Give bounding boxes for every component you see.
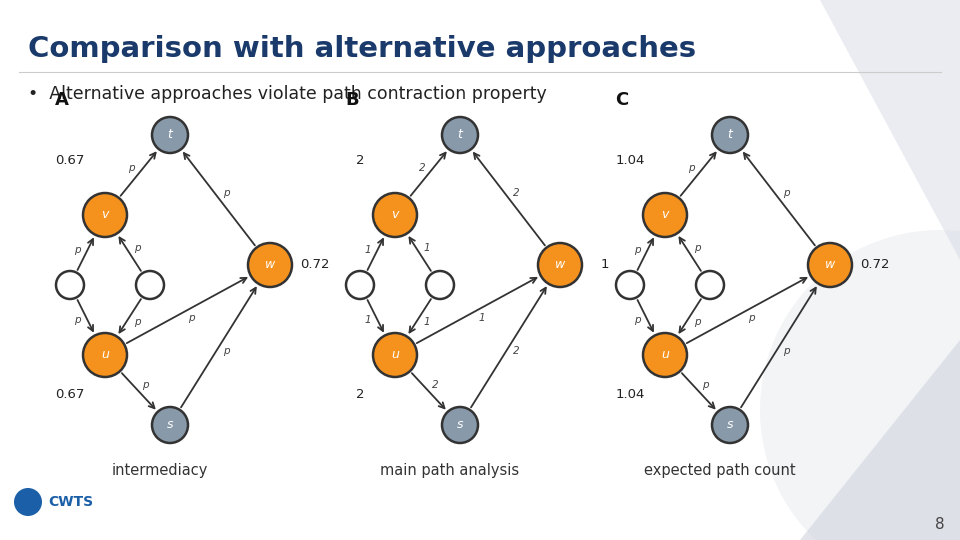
Circle shape bbox=[760, 230, 960, 540]
Text: main path analysis: main path analysis bbox=[380, 462, 519, 477]
Circle shape bbox=[14, 488, 42, 516]
Text: expected path count: expected path count bbox=[644, 462, 796, 477]
Circle shape bbox=[56, 271, 84, 299]
Text: 1: 1 bbox=[365, 315, 371, 326]
Text: p: p bbox=[749, 313, 756, 323]
Text: p: p bbox=[188, 313, 195, 323]
Circle shape bbox=[712, 407, 748, 443]
Text: 8: 8 bbox=[935, 517, 945, 532]
Text: p: p bbox=[134, 244, 140, 253]
Circle shape bbox=[152, 117, 188, 153]
Text: 0.72: 0.72 bbox=[860, 259, 890, 272]
Text: w: w bbox=[555, 259, 565, 272]
Circle shape bbox=[373, 193, 417, 237]
Text: p: p bbox=[74, 245, 81, 254]
Circle shape bbox=[442, 407, 478, 443]
Text: 0.72: 0.72 bbox=[300, 259, 329, 272]
Circle shape bbox=[426, 271, 454, 299]
Text: p: p bbox=[223, 188, 229, 198]
Text: u: u bbox=[391, 348, 399, 361]
Text: 2: 2 bbox=[513, 188, 519, 198]
Text: w: w bbox=[265, 259, 276, 272]
Text: 2: 2 bbox=[356, 388, 364, 402]
Circle shape bbox=[442, 117, 478, 153]
Circle shape bbox=[643, 333, 687, 377]
Text: u: u bbox=[101, 348, 108, 361]
Text: s: s bbox=[727, 418, 733, 431]
Text: t: t bbox=[458, 129, 463, 141]
Circle shape bbox=[538, 243, 582, 287]
Text: p: p bbox=[782, 188, 789, 198]
Text: w: w bbox=[825, 259, 835, 272]
Text: p: p bbox=[129, 163, 135, 173]
Circle shape bbox=[83, 193, 127, 237]
Text: v: v bbox=[392, 208, 398, 221]
Text: 2: 2 bbox=[356, 153, 364, 166]
Text: p: p bbox=[702, 380, 708, 390]
Text: C: C bbox=[615, 91, 628, 109]
Circle shape bbox=[373, 333, 417, 377]
Text: 2: 2 bbox=[419, 163, 425, 173]
Text: p: p bbox=[694, 316, 701, 327]
Text: 1: 1 bbox=[601, 259, 610, 272]
Text: p: p bbox=[224, 347, 229, 356]
Polygon shape bbox=[680, 0, 960, 260]
Text: 1: 1 bbox=[478, 313, 485, 323]
Text: t: t bbox=[168, 129, 173, 141]
Circle shape bbox=[712, 117, 748, 153]
Text: Comparison with alternative approaches: Comparison with alternative approaches bbox=[28, 35, 696, 63]
Text: 1: 1 bbox=[424, 316, 430, 327]
Circle shape bbox=[643, 193, 687, 237]
Text: p: p bbox=[783, 347, 790, 356]
Text: v: v bbox=[661, 208, 669, 221]
Text: intermediacy: intermediacy bbox=[111, 462, 208, 477]
Text: 1.04: 1.04 bbox=[615, 153, 645, 166]
Circle shape bbox=[248, 243, 292, 287]
Text: p: p bbox=[635, 245, 641, 254]
Text: 2: 2 bbox=[514, 347, 520, 356]
Circle shape bbox=[616, 271, 644, 299]
Text: A: A bbox=[55, 91, 69, 109]
Text: s: s bbox=[167, 418, 173, 431]
Text: 0.67: 0.67 bbox=[56, 153, 84, 166]
Text: p: p bbox=[688, 163, 695, 173]
Text: 1: 1 bbox=[424, 244, 430, 253]
Circle shape bbox=[696, 271, 724, 299]
Text: p: p bbox=[74, 315, 81, 326]
Circle shape bbox=[346, 271, 374, 299]
Text: u: u bbox=[661, 348, 669, 361]
Text: p: p bbox=[694, 244, 701, 253]
Circle shape bbox=[808, 243, 852, 287]
Text: •  Alternative approaches violate path contraction property: • Alternative approaches violate path co… bbox=[28, 85, 547, 103]
Text: 1: 1 bbox=[365, 245, 371, 254]
Text: p: p bbox=[134, 316, 140, 327]
Circle shape bbox=[152, 407, 188, 443]
Text: 1.04: 1.04 bbox=[615, 388, 645, 402]
Text: B: B bbox=[345, 91, 359, 109]
Text: v: v bbox=[102, 208, 108, 221]
Circle shape bbox=[83, 333, 127, 377]
Text: p: p bbox=[142, 380, 149, 390]
Text: s: s bbox=[457, 418, 464, 431]
Text: 0.67: 0.67 bbox=[56, 388, 84, 402]
Circle shape bbox=[136, 271, 164, 299]
Text: t: t bbox=[728, 129, 732, 141]
Polygon shape bbox=[800, 340, 960, 540]
Text: 2: 2 bbox=[432, 380, 439, 390]
Text: p: p bbox=[635, 315, 641, 326]
Text: CWTS: CWTS bbox=[48, 495, 93, 509]
